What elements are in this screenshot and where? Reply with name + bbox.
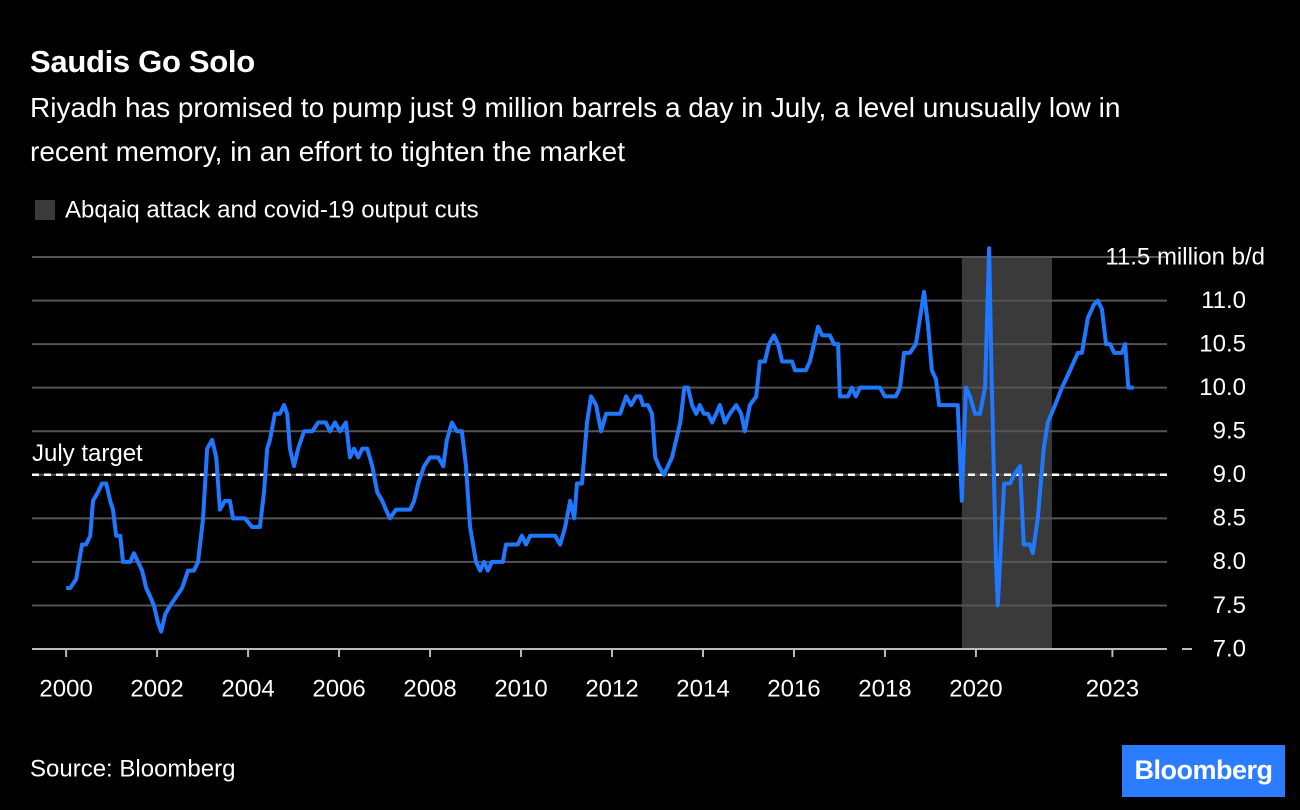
- y-tick-label: 9.0: [1213, 461, 1246, 488]
- y-tick-label: 10.5: [1199, 330, 1246, 357]
- y-tick-label: 11.0: [1201, 287, 1246, 314]
- reference-label: July target: [32, 440, 143, 467]
- x-tick-label: 2012: [585, 675, 638, 702]
- x-tick-label: 2004: [221, 675, 274, 702]
- x-tick-label: 2000: [39, 675, 92, 702]
- y-tick-label: 7.5: [1213, 592, 1246, 619]
- x-tick-label: 2023: [1086, 675, 1139, 702]
- y-tick-label: 8.5: [1213, 505, 1246, 532]
- legend-swatch: [35, 200, 55, 220]
- x-tick-label: 2020: [949, 675, 1002, 702]
- legend-label: Abqaiq attack and covid-19 output cuts: [65, 196, 479, 223]
- chart-title: Saudis Go Solo: [30, 44, 255, 79]
- logo: Bloomberg: [1134, 755, 1272, 785]
- y-tick-label: 8.0: [1213, 548, 1246, 575]
- x-tick-label: 2008: [403, 675, 456, 702]
- x-tick-label: 2016: [767, 675, 820, 702]
- data-line: [66, 246, 1134, 634]
- x-tick-label: 2018: [858, 675, 911, 702]
- x-tick-label: 2014: [676, 675, 729, 702]
- y-tick-label: 7.0: [1213, 635, 1246, 662]
- y-tick-label: 10.0: [1199, 374, 1246, 401]
- chart-subtitle: Riyadh has promised to pump just 9 milli…: [30, 92, 1121, 167]
- y-tick-label: 9.5: [1213, 418, 1246, 445]
- x-tick-label: 2002: [130, 675, 183, 702]
- x-tick-label: 2010: [494, 675, 547, 702]
- y-tick-label: 11.5 million b/d: [1105, 243, 1265, 270]
- highlight-band: [961, 257, 1052, 649]
- logo-box: [1122, 745, 1285, 797]
- source: Source: Bloomberg: [30, 755, 235, 782]
- x-tick-label: 2006: [312, 675, 365, 702]
